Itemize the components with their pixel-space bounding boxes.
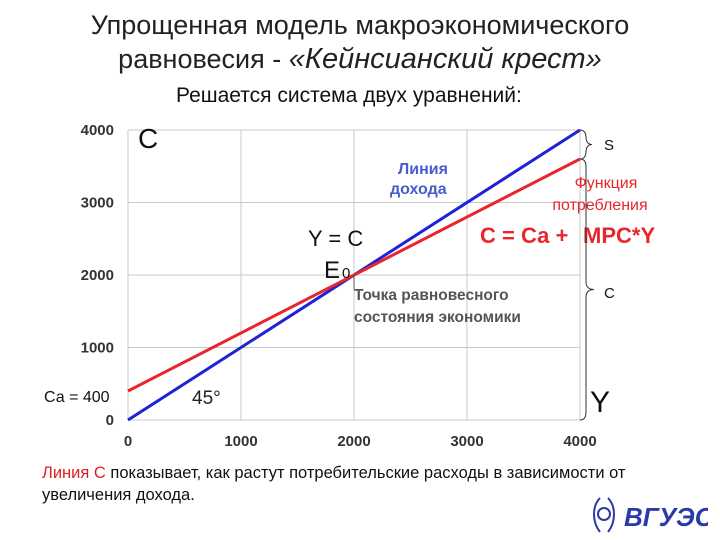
y-equals-c-label: Y = C: [308, 226, 363, 251]
bracket-c: [579, 158, 595, 421]
slide-title-line2: равновесия - «Кейнсианский крест»: [0, 42, 720, 76]
bracket-c-label: С: [604, 285, 615, 302]
x-tick-label: 0: [124, 433, 132, 450]
y-tick-label: 1000: [81, 340, 114, 357]
income-line-label-2: дохода: [390, 181, 447, 198]
footnote: Линия С показывает, как растут потребите…: [42, 462, 642, 506]
e0-subscript: 0: [342, 265, 350, 282]
slide-title-line1: Упрощенная модель макроэкономического: [90, 10, 630, 40]
title-italic: «Кейнсианский крест»: [288, 43, 602, 75]
x-tick-label: 1000: [224, 433, 257, 450]
x-tick-label: 3000: [450, 433, 483, 450]
y-axis-title: С: [138, 123, 158, 154]
x-axis-title: Y: [590, 386, 610, 419]
consumption-label-2: потребления: [552, 197, 647, 214]
title-prefix: равновесия -: [118, 44, 289, 74]
logo-text: ВГУЭС: [624, 502, 708, 532]
equilibrium-label-1: Точка равновесного: [354, 287, 509, 304]
y-tick-label: 0: [106, 412, 114, 429]
e0-label: Е: [324, 257, 340, 284]
consumption-label-1: Функция: [575, 175, 638, 192]
income-line-label-1: Линия: [398, 161, 448, 178]
footnote-highlight: Линия С: [42, 464, 106, 482]
y-tick-label: 4000: [81, 122, 114, 139]
subtitle: Решается система двух уравнений:: [176, 84, 522, 107]
university-logo: ВГУЭС: [593, 497, 708, 533]
autonomous-consumption-label: Са = 400: [44, 389, 110, 406]
y-tick-label: 3000: [81, 195, 114, 212]
equilibrium-label-2: состояния экономики: [354, 309, 521, 326]
bracket-s: [579, 129, 593, 160]
angle-label: 45°: [192, 388, 221, 409]
bracket-s-label: S: [604, 137, 614, 154]
x-tick-label: 4000: [563, 433, 596, 450]
footnote-text: показывает, как растут потребительские р…: [42, 464, 626, 504]
consumption-formula-right: MPC*Y: [583, 223, 655, 248]
consumption-formula-left: С = Са +: [480, 223, 568, 248]
x-tick-label: 2000: [337, 433, 370, 450]
y-tick-label: 2000: [81, 267, 114, 284]
